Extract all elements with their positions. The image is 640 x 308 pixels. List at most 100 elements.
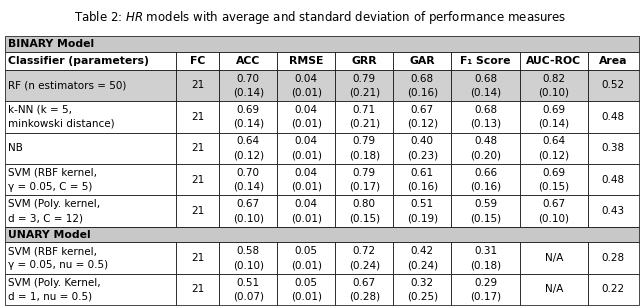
Bar [394, 242, 451, 274]
Bar [277, 164, 335, 195]
Bar [335, 164, 394, 195]
Bar [220, 133, 277, 164]
Text: 0.59: 0.59 [474, 199, 497, 209]
Text: AUC-ROC: AUC-ROC [526, 56, 582, 66]
Bar [451, 101, 520, 133]
Text: 0.40: 0.40 [411, 136, 434, 146]
Bar [5, 164, 176, 195]
Text: 0.68: 0.68 [411, 74, 434, 83]
Text: RMSE: RMSE [289, 56, 323, 66]
Text: Classifier (parameters): Classifier (parameters) [8, 56, 149, 66]
Bar [394, 195, 451, 227]
Bar [335, 133, 394, 164]
Text: 0.67: 0.67 [353, 278, 376, 288]
Text: 0.42: 0.42 [411, 246, 434, 256]
Text: 21: 21 [191, 80, 204, 91]
Text: 0.51: 0.51 [411, 199, 434, 209]
Bar [520, 274, 588, 305]
Text: RF (n estimators = 50): RF (n estimators = 50) [8, 80, 127, 91]
Text: BINARY Model: BINARY Model [8, 39, 95, 49]
Bar [335, 274, 394, 305]
Bar [451, 164, 520, 195]
Text: Area: Area [599, 56, 628, 66]
Bar [520, 70, 588, 101]
Bar [220, 164, 277, 195]
Text: 0.79: 0.79 [353, 168, 376, 178]
Bar [277, 274, 335, 305]
Bar [451, 133, 520, 164]
Text: (0.14): (0.14) [538, 119, 570, 129]
Text: 0.68: 0.68 [474, 105, 497, 115]
Bar [5, 133, 176, 164]
Text: (0.20): (0.20) [470, 150, 501, 160]
Bar [520, 164, 588, 195]
Text: d = 1, nu = 0.5): d = 1, nu = 0.5) [8, 291, 92, 302]
Bar [5, 52, 176, 70]
Text: (0.24): (0.24) [349, 260, 380, 270]
Bar [220, 242, 277, 274]
Text: GRR: GRR [351, 56, 377, 66]
Bar [588, 133, 639, 164]
Bar [451, 52, 520, 70]
Text: (0.14): (0.14) [470, 87, 501, 97]
Text: (0.14): (0.14) [233, 87, 264, 97]
Text: (0.18): (0.18) [470, 260, 501, 270]
Text: 21: 21 [191, 175, 204, 185]
Text: 0.79: 0.79 [353, 136, 376, 146]
Text: NB: NB [8, 143, 23, 153]
Text: F₁ Score: F₁ Score [460, 56, 511, 66]
Bar [451, 195, 520, 227]
Text: 21: 21 [191, 206, 204, 216]
Text: 0.48: 0.48 [474, 136, 497, 146]
Bar [588, 195, 639, 227]
Text: 0.32: 0.32 [411, 278, 434, 288]
Bar [394, 101, 451, 133]
Bar [176, 274, 220, 305]
Bar [451, 70, 520, 101]
Text: (0.16): (0.16) [407, 182, 438, 192]
Bar [394, 52, 451, 70]
Bar [277, 242, 335, 274]
Text: (0.14): (0.14) [233, 119, 264, 129]
Text: 0.38: 0.38 [602, 143, 625, 153]
Text: (0.10): (0.10) [233, 260, 264, 270]
Text: SVM (Poly. kernel,: SVM (Poly. kernel, [8, 199, 100, 209]
Text: 0.64: 0.64 [237, 136, 260, 146]
Text: (0.01): (0.01) [291, 291, 322, 302]
Bar [277, 133, 335, 164]
Text: (0.19): (0.19) [407, 213, 438, 223]
Bar [277, 101, 335, 133]
Text: k-NN (k = 5,: k-NN (k = 5, [8, 105, 72, 115]
Text: (0.17): (0.17) [470, 291, 501, 302]
Text: 0.66: 0.66 [474, 168, 497, 178]
Text: 21: 21 [191, 285, 204, 294]
Text: (0.13): (0.13) [470, 119, 501, 129]
Text: (0.12): (0.12) [233, 150, 264, 160]
Text: 0.29: 0.29 [474, 278, 497, 288]
Text: N/A: N/A [545, 285, 563, 294]
Text: FC: FC [190, 56, 205, 66]
Bar [520, 101, 588, 133]
Text: 0.28: 0.28 [602, 253, 625, 263]
Text: 0.69: 0.69 [542, 168, 566, 178]
Bar [335, 242, 394, 274]
Text: 0.04: 0.04 [295, 199, 318, 209]
Bar [588, 274, 639, 305]
Bar [176, 52, 220, 70]
Text: 0.67: 0.67 [542, 199, 566, 209]
Text: (0.10): (0.10) [538, 87, 570, 97]
Bar [335, 101, 394, 133]
Text: (0.17): (0.17) [349, 182, 380, 192]
Text: 0.72: 0.72 [353, 246, 376, 256]
Text: 0.70: 0.70 [237, 74, 260, 83]
Text: N/A: N/A [545, 253, 563, 263]
Text: 0.04: 0.04 [295, 74, 318, 83]
Bar [394, 133, 451, 164]
Text: 0.61: 0.61 [411, 168, 434, 178]
Text: SVM (RBF kernel,: SVM (RBF kernel, [8, 246, 97, 256]
Text: ACC: ACC [236, 56, 260, 66]
Text: (0.01): (0.01) [291, 119, 322, 129]
Text: (0.01): (0.01) [291, 182, 322, 192]
Bar [5, 227, 639, 242]
Bar [220, 101, 277, 133]
